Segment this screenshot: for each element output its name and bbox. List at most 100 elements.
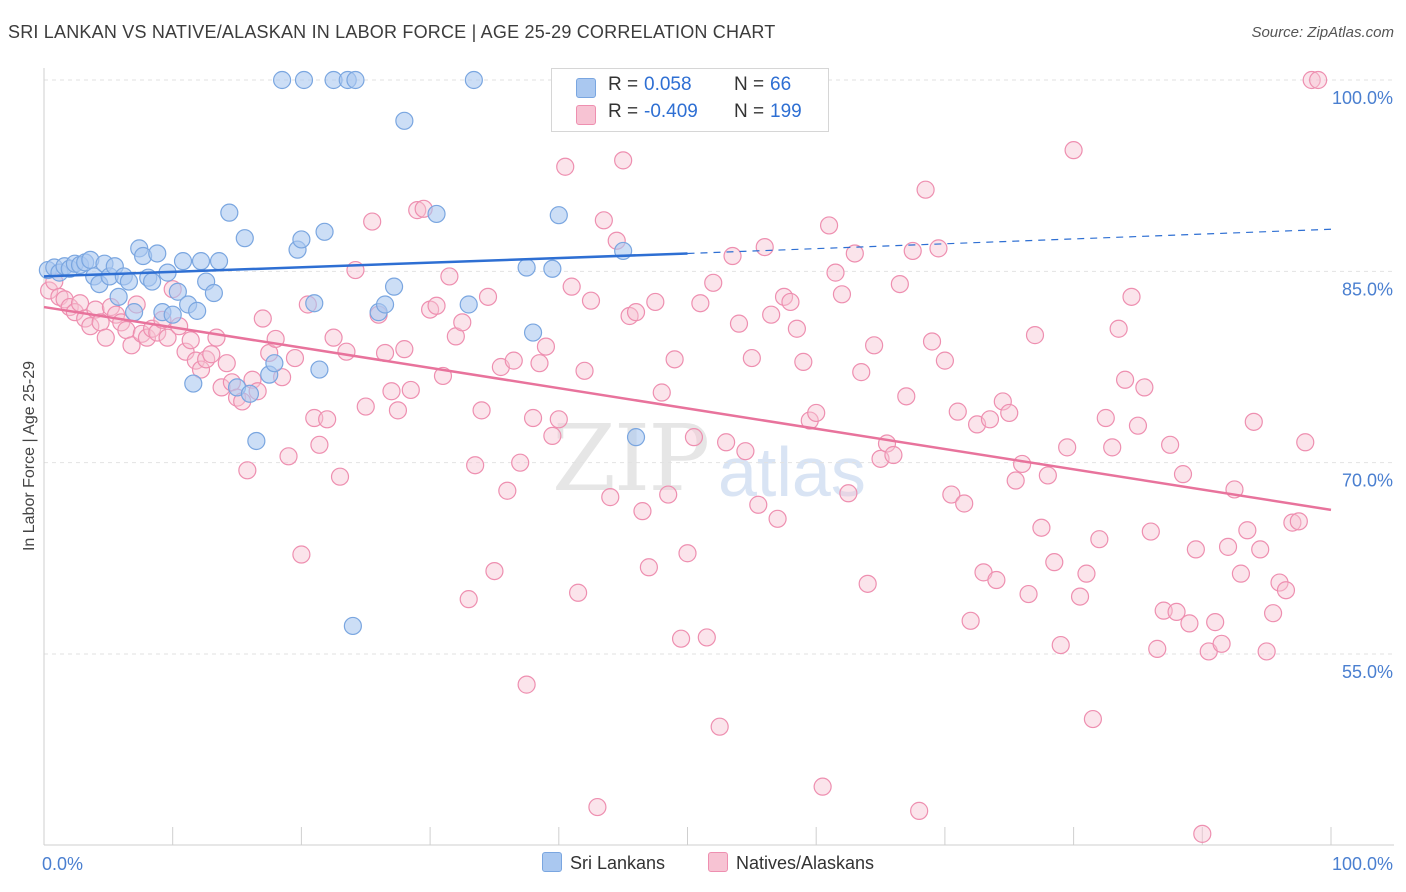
native-point: [1193, 824, 1212, 843]
sri-lankan-point: [384, 277, 404, 296]
native-point: [70, 294, 90, 313]
native-point: [543, 426, 562, 445]
sri-lankan-point: [265, 354, 284, 373]
native-point: [813, 777, 832, 796]
native-point: [1000, 403, 1019, 423]
native-point: [1038, 466, 1057, 485]
native-point: [96, 328, 115, 347]
sri-lankan-point: [119, 272, 139, 291]
native-point: [1296, 433, 1315, 452]
native-point: [408, 201, 427, 220]
native-point: [755, 237, 774, 257]
native-point: [1122, 287, 1141, 306]
legend-r-value: 0.058: [644, 74, 692, 95]
native-point: [217, 354, 236, 373]
legend-r-label: R =: [608, 74, 639, 95]
native-point: [1218, 537, 1238, 556]
native-point: [1309, 70, 1328, 90]
y-tick-label: 100.0%: [1332, 88, 1393, 108]
sri-lankan-point: [292, 230, 311, 249]
legend-n-label: N =: [734, 74, 765, 95]
native-point: [961, 611, 980, 630]
sri-lankan-point: [517, 258, 536, 277]
native-point: [1167, 602, 1186, 622]
native-point: [839, 484, 858, 503]
sri-lankan-point: [184, 374, 203, 393]
sri-lankan-point: [294, 70, 314, 90]
native-point: [1115, 370, 1135, 389]
sri-lankan-point: [148, 244, 167, 263]
native-point: [826, 263, 845, 282]
native-point: [81, 317, 100, 336]
native-point: [935, 351, 955, 370]
natives-alaskans-points: [40, 70, 1328, 843]
native-point: [1161, 435, 1180, 454]
native-point: [884, 445, 903, 465]
native-point: [1135, 378, 1154, 397]
native-point: [1109, 319, 1128, 338]
native-point: [122, 336, 141, 355]
native-point: [1141, 522, 1160, 541]
native-point: [684, 428, 704, 447]
sri-lankan-point: [459, 295, 478, 314]
trend-lines: [43, 228, 1332, 512]
native-point: [858, 574, 877, 593]
native-point: [626, 303, 646, 322]
legend-item-natives[interactable]: Natives/Alaskans: [708, 852, 874, 874]
native-point: [562, 277, 581, 296]
sri-lankan-point: [143, 272, 162, 291]
native-point: [523, 408, 543, 428]
native-point: [1064, 141, 1083, 160]
native-point: [1186, 540, 1205, 559]
native-point: [1006, 471, 1025, 490]
sri-lankans-points: [38, 70, 646, 636]
native-point: [536, 337, 556, 356]
x-tick-label: 0.0%: [42, 854, 83, 874]
chart-title: SRI LANKAN VS NATIVE/ALASKAN IN LABOR FO…: [8, 22, 776, 42]
native-point: [768, 509, 787, 528]
native-point: [238, 461, 257, 480]
sri-lankan-point: [109, 287, 128, 306]
native-point: [1148, 639, 1167, 658]
native-point: [819, 216, 839, 235]
native-point: [942, 485, 961, 504]
native-point: [736, 442, 755, 461]
native-point: [137, 328, 157, 347]
native-point: [117, 320, 136, 340]
legend-swatch-blue: [576, 78, 596, 98]
native-point: [305, 408, 324, 428]
sri-lankan-point: [543, 259, 562, 278]
native-point: [865, 336, 884, 355]
native-point: [197, 350, 216, 369]
native-point: [253, 309, 272, 328]
native-point: [207, 328, 226, 347]
native-point: [1070, 587, 1090, 606]
native-point: [1276, 581, 1296, 600]
native-point: [40, 281, 59, 300]
native-point: [556, 157, 575, 176]
native-point: [697, 628, 716, 647]
legend-swatch-blue: [542, 852, 562, 872]
native-point: [395, 340, 414, 359]
native-point: [910, 801, 929, 820]
native-point: [987, 570, 1006, 590]
native-point: [1032, 518, 1051, 537]
native-point: [382, 382, 401, 401]
native-point: [1251, 540, 1270, 559]
native-point: [511, 453, 530, 472]
native-point: [704, 273, 723, 292]
native-point: [639, 558, 658, 577]
sri-lankan-point: [188, 301, 207, 320]
axes: [43, 68, 1394, 846]
y-axis-label: In Labor Force | Age 25-29: [21, 360, 38, 552]
native-point: [955, 494, 974, 513]
source-label: Source: ZipAtlas.com: [1251, 24, 1394, 41]
grid-lines: [44, 79, 1394, 655]
native-point: [285, 348, 305, 368]
native-point: [1257, 642, 1276, 661]
native-point: [1090, 530, 1109, 549]
legend-item-sri-lankans[interactable]: Sri Lankans: [542, 852, 665, 874]
correlation-legend: R = 0.058 N = 66 R = -0.409 N = 199: [551, 68, 829, 132]
native-point: [1231, 564, 1251, 583]
